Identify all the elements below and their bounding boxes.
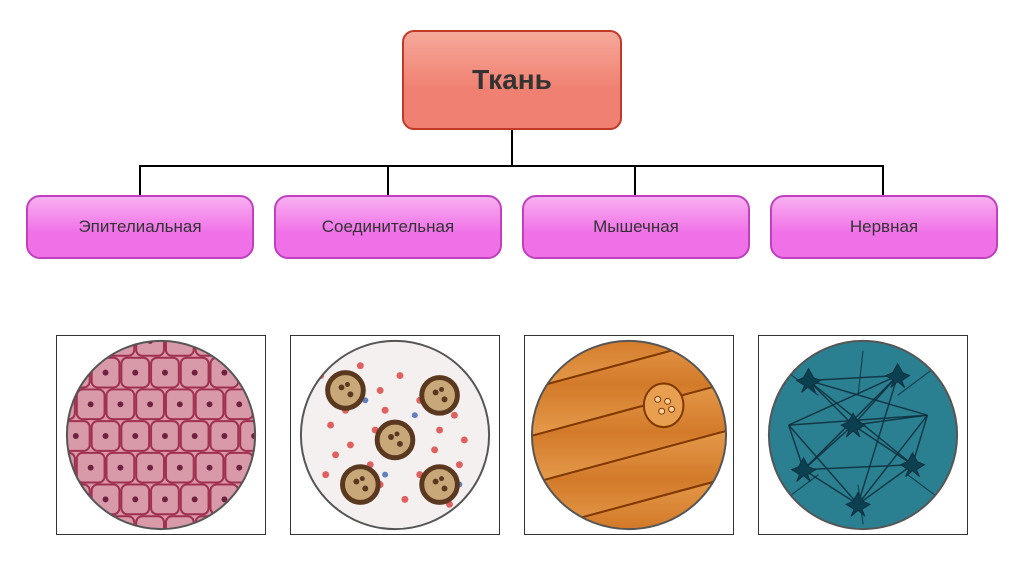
tissue-image-muscle: [524, 335, 734, 535]
children-row: Эпителиальная Соединительная Мышечная Нервн…: [26, 195, 998, 259]
child-label: Нервная: [850, 217, 918, 237]
tissue-image-epithelial: [56, 335, 266, 535]
images-row: [56, 335, 968, 535]
child-node-2: Мышечная: [522, 195, 750, 259]
child-node-0: Эпителиальная: [26, 195, 254, 259]
child-label: Мышечная: [593, 217, 679, 237]
root-node: Ткань: [402, 30, 622, 130]
tissue-image-nervous: [758, 335, 968, 535]
tissue-image-connective: [290, 335, 500, 535]
child-node-3: Нервная: [770, 195, 998, 259]
child-label: Соединительная: [322, 217, 454, 237]
child-label: Эпителиальная: [78, 217, 201, 237]
child-node-1: Соединительная: [274, 195, 502, 259]
root-label: Ткань: [472, 64, 552, 96]
